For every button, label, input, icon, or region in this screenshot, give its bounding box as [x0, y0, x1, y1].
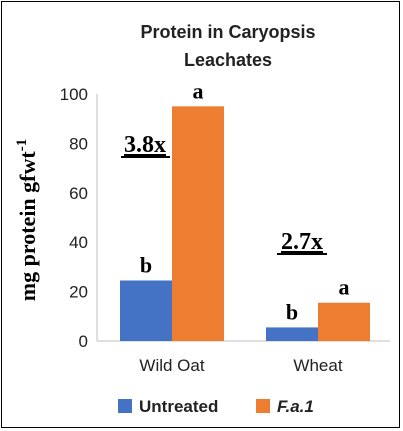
y-tick-label: 20 [69, 283, 88, 302]
bar-wild-oat-fa1 [172, 106, 224, 341]
chart-title-line-2: Leachates [184, 50, 272, 70]
x-category-label: Wheat [293, 356, 342, 375]
legend-swatch-fa1 [256, 399, 270, 413]
bar-wild-oat-untreated [120, 280, 172, 341]
fold-change-wild-oat: 3.8x [124, 132, 166, 158]
legend-label-untreated: Untreated [139, 397, 218, 416]
y-tick-label: 80 [69, 134, 88, 153]
y-tick-label: 100 [60, 85, 88, 104]
significance-label: b [286, 299, 298, 324]
legend: Untreated F.a.1 [118, 397, 314, 416]
x-category-label: Wild Oat [139, 356, 204, 375]
legend-swatch-untreated [118, 399, 132, 413]
y-tick-labels: 0 20 40 60 80 100 [60, 85, 88, 351]
bar-wheat-fa1 [318, 302, 370, 341]
significance-label: b [140, 252, 152, 277]
y-tick-label: 40 [69, 233, 88, 252]
legend-label-fa1: F.a.1 [277, 397, 314, 416]
significance-label: a [193, 78, 204, 103]
significance-labels: b a b a [140, 78, 350, 324]
significance-label: a [339, 275, 350, 300]
y-tick-label: 0 [79, 332, 88, 351]
y-axis-label: mg protein gfwt-1 [14, 139, 40, 301]
y-tick-label: 60 [69, 184, 88, 203]
x-category-labels: Wild Oat Wheat [139, 356, 342, 375]
bar-wheat-untreated [266, 327, 318, 341]
bar-series [120, 106, 370, 341]
chart-title-line-1: Protein in Caryopsis [140, 22, 315, 42]
fold-change-wheat: 2.7x [281, 229, 323, 255]
